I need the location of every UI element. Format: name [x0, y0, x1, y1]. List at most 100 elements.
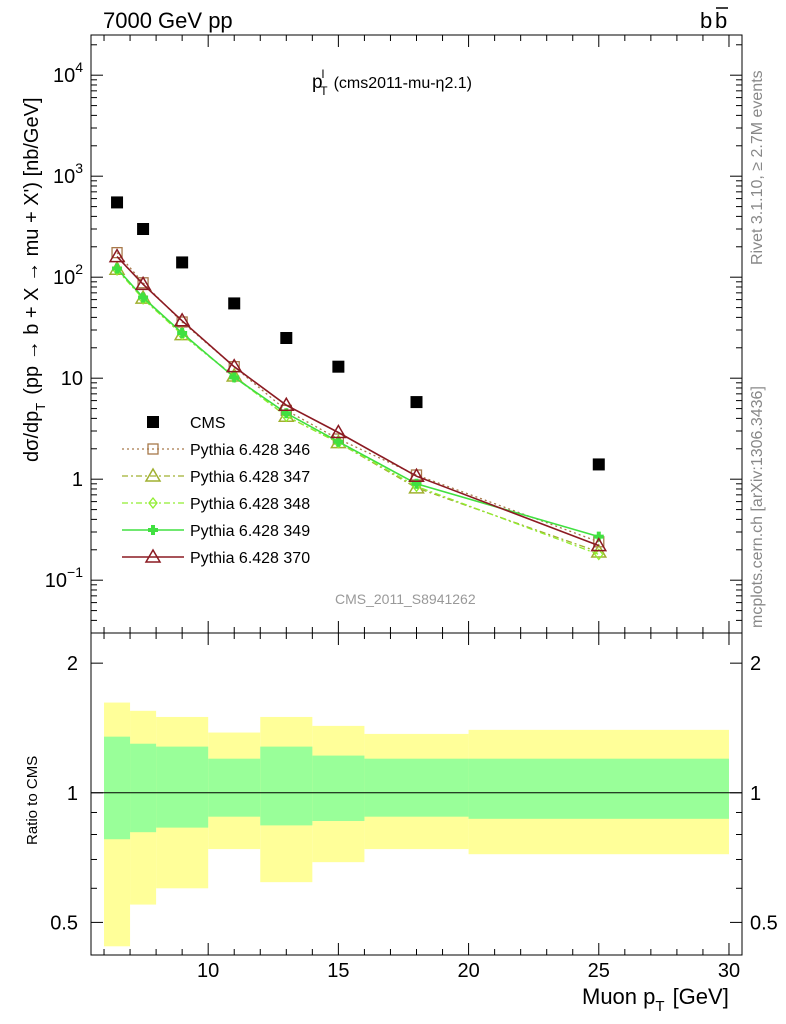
y-tick-label: 104	[53, 59, 83, 87]
y-tick-base: 10	[53, 166, 75, 188]
ratio-y-tick-label-right: 1	[750, 783, 761, 805]
main-frame	[90, 34, 743, 634]
data-point	[144, 467, 162, 482]
x-tick-label: 30	[718, 960, 740, 982]
y-tick-exponent: 2	[75, 261, 83, 277]
data-point	[147, 416, 159, 428]
xlabel-a: Muon p	[582, 984, 655, 1009]
legend-label: Pythia 6.428 346	[190, 442, 310, 459]
data-point	[590, 537, 608, 552]
legend-entry: Pythia 6.428 346	[122, 442, 310, 459]
data-point	[137, 223, 150, 236]
ratio-y-tick-label-right: 0.5	[750, 912, 778, 934]
y-axis-label: dσ/dpT (pp → b + X → mu + X') [nb/GeV]	[21, 97, 48, 462]
data-point	[225, 358, 243, 373]
data-point	[281, 408, 292, 419]
ratio-y-tick-label-left: 2	[67, 653, 78, 675]
data-point	[134, 275, 152, 291]
data-point	[333, 436, 344, 447]
series-pythia-6-428-346	[111, 246, 605, 548]
xlabel-sub: T	[655, 998, 664, 1015]
title-rest: (cms2011-mu-η2.1)	[334, 75, 472, 92]
series-line	[116, 256, 600, 547]
y-tick-label: 10	[61, 368, 83, 390]
y-tick-label: 10−1	[45, 564, 83, 592]
inner-band-bin	[104, 736, 131, 840]
x-tick-label: 10	[197, 960, 219, 982]
inner-band-bin	[364, 758, 469, 817]
x-tick-label: 15	[327, 960, 349, 982]
ylabel-a: dσ/dp	[21, 411, 43, 462]
data-point	[144, 548, 162, 563]
ratio-tick-labels: 0.5 0.5 1 1 2 2 10 15 20 25 30	[50, 653, 778, 982]
inner-band-bin	[468, 758, 729, 819]
ratio-bands	[104, 702, 729, 947]
series-line	[116, 267, 600, 538]
inner-band-bin	[208, 758, 261, 817]
header-left: 7000 GeV pp	[103, 8, 233, 33]
xlabel-b: [GeV]	[673, 984, 729, 1009]
legend-entry: Pythia 6.428 370	[122, 548, 310, 567]
data-point	[148, 496, 158, 510]
x-tick-label: 20	[457, 960, 479, 982]
data-point	[112, 263, 123, 274]
legend-label: Pythia 6.428 349	[190, 523, 310, 540]
main-axis-ticks	[91, 35, 742, 634]
legend-label: Pythia 6.428 348	[190, 496, 310, 513]
data-point	[593, 531, 604, 542]
y-tick-base: 10	[53, 267, 75, 289]
ratio-y-tick-label-left: 1	[67, 783, 78, 805]
legend-entry: Pythia 6.428 347	[122, 467, 310, 486]
data-point	[277, 396, 295, 411]
legend-label: Pythia 6.428 370	[190, 550, 310, 567]
data-point	[410, 396, 423, 409]
data-point	[280, 331, 293, 344]
title-sup: l	[322, 67, 325, 81]
legend-entry: Pythia 6.428 349	[122, 523, 310, 540]
title-sub: T	[320, 84, 328, 98]
legend-entry: Pythia 6.428 348	[122, 496, 310, 513]
ratio-plot-panel: 0.5 0.5 1 1 2 2 10 15 20 25 30 Ratio to CMS Muon p…	[24, 632, 778, 1015]
y-tick-base: 1	[72, 469, 83, 491]
data-point	[228, 297, 241, 310]
ylabel-sub: T	[33, 403, 48, 411]
inner-band-bin	[130, 743, 157, 833]
data-point	[330, 423, 347, 439]
data-point	[408, 467, 425, 482]
y-tick-exponent: 3	[75, 160, 83, 176]
analysis-id: CMS_2011_S8941262	[335, 591, 476, 607]
data-point	[229, 372, 240, 383]
data-point	[593, 548, 604, 561]
legend-label: Pythia 6.428 347	[190, 469, 310, 486]
data-point	[111, 196, 124, 209]
y-tick-base: 10	[45, 570, 67, 592]
data-point	[332, 360, 345, 373]
plot-title: pl T (cms2011-mu-η2.1)	[312, 67, 472, 98]
header-right: b b	[700, 7, 728, 33]
data-point	[176, 256, 189, 269]
y-tick-label: 103	[53, 160, 83, 188]
inner-band-bin	[156, 746, 209, 828]
data-point	[138, 292, 149, 303]
mcplots-label: mcplots.cern.ch [arXiv:1306.3436]	[749, 386, 766, 628]
data-point	[147, 443, 159, 455]
y-tick-label: 102	[53, 261, 83, 289]
legend-label: CMS	[190, 415, 226, 432]
series-line	[116, 269, 600, 556]
series-cms	[111, 196, 605, 471]
y-tick-base: 10	[61, 368, 83, 390]
ratio-y-tick-label-left: 0.5	[50, 912, 78, 934]
inner-band-bin	[312, 755, 365, 821]
main-series-layer	[108, 196, 608, 561]
series-pythia-6-428-348	[112, 263, 604, 561]
ratio-axis-ticks	[91, 633, 742, 955]
header-right-bbar: b	[715, 8, 727, 33]
y-tick-base: 10	[53, 65, 75, 87]
data-point	[173, 312, 191, 327]
ratio-y-label: Ratio to CMS	[24, 756, 41, 845]
series-pythia-6-428-370	[108, 248, 608, 552]
x-tick-label: 25	[588, 960, 610, 982]
